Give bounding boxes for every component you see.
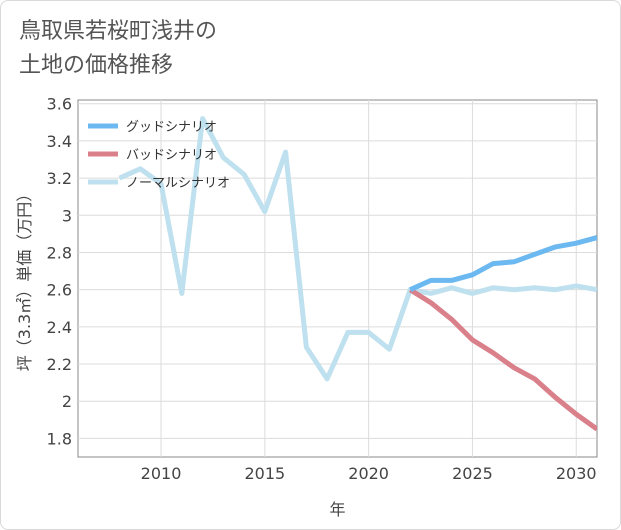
y-tick-label: 2.6 [47,281,72,300]
plot-area [77,99,598,458]
series-line-good [409,235,597,292]
x-axis-label: 年 [329,500,345,519]
y-tick-label: 2.4 [47,318,72,337]
y-tick-label: 2.2 [47,355,72,374]
chart-title-line1: 鳥取県若桜町浅井の [19,19,218,44]
legend-label-good: グッドシナリオ [126,120,217,135]
y-tick-label: 3.4 [47,132,72,151]
legend-label-bad: バッドシナリオ [126,148,217,163]
y-tick-label: 2.8 [47,243,72,262]
y-tick-label: 2 [62,392,72,411]
chart-title: 鳥取県若桜町浅井の 土地の価格推移 [19,15,217,83]
x-tick-label: 2010 [141,464,182,483]
x-tick-label: 2015 [244,464,285,483]
y-tick-label: 3.6 [47,95,72,114]
y-tick-label: 1.8 [47,429,72,448]
series-line-normal [118,116,597,382]
legend-label-normal: ノーマルシナリオ [126,176,230,191]
x-tick-label: 2030 [556,464,597,483]
y-tick-label: 3.2 [47,169,72,188]
x-tick-label: 2025 [452,464,493,483]
y-axis-label: 坪（3.3㎡）単価（万円） [15,186,34,371]
y-tick-label: 3 [62,206,72,225]
chart-title-line2: 土地の価格推移 [19,53,174,78]
series-line-bad [408,287,597,432]
x-tick-label: 2020 [348,464,389,483]
